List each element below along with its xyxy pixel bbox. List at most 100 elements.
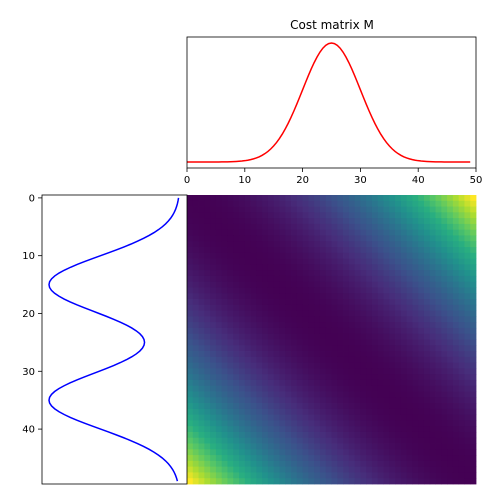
- heatmap-cell: [464, 414, 471, 421]
- heatmap-cell: [348, 252, 356, 259]
- heatmap-cell: [429, 374, 436, 381]
- heatmap-cell: [215, 414, 223, 421]
- heatmap-cell: [314, 351, 321, 358]
- heatmap-cell: [354, 270, 361, 277]
- heatmap-cell: [400, 431, 408, 439]
- heatmap-cell: [210, 397, 217, 404]
- heatmap-cell: [447, 223, 454, 231]
- heatmap-cell: [215, 351, 223, 358]
- heatmap-cell: [279, 322, 286, 329]
- heatmap-cell: [221, 304, 228, 311]
- heatmap-cell: [233, 218, 240, 225]
- heatmap-cell: [267, 426, 275, 433]
- heatmap-cell: [233, 316, 240, 323]
- heatmap-cell: [354, 264, 361, 271]
- heatmap-cell: [383, 304, 390, 311]
- heatmap-cell: [400, 270, 408, 277]
- heatmap-cell: [273, 322, 280, 329]
- chart-title: Cost matrix M: [290, 18, 374, 32]
- heatmap-cell: [337, 275, 344, 283]
- heatmap-cell: [470, 275, 477, 283]
- heatmap-cell: [239, 287, 246, 294]
- heatmap-cell: [406, 466, 413, 473]
- heatmap-cell: [314, 460, 321, 468]
- heatmap-cell: [204, 351, 211, 358]
- heatmap-cell: [343, 258, 350, 265]
- heatmap-cell: [366, 351, 373, 358]
- heatmap-cell: [198, 455, 205, 462]
- heatmap-cell: [360, 229, 367, 236]
- heatmap-cell: [192, 397, 199, 404]
- heatmap-cell: [354, 200, 361, 207]
- heatmap-cell: [366, 437, 373, 444]
- heatmap-cell: [360, 420, 367, 427]
- heatmap-cell: [383, 408, 390, 416]
- heatmap-cell: [262, 327, 269, 335]
- heatmap-cell: [418, 443, 425, 450]
- heatmap-cell: [464, 478, 471, 485]
- heatmap-cell: [325, 281, 332, 288]
- heatmap-cell: [215, 397, 223, 404]
- heatmap-cell: [215, 339, 223, 346]
- heatmap-cell: [447, 281, 454, 288]
- heatmap-cell: [383, 310, 390, 317]
- heatmap-cell: [279, 385, 286, 392]
- heatmap-cell: [302, 200, 309, 207]
- heatmap-cell: [423, 356, 431, 364]
- heatmap-cell: [314, 426, 321, 433]
- heatmap-cell: [337, 206, 344, 213]
- heatmap-cell: [210, 385, 217, 392]
- heatmap-cell: [441, 195, 448, 202]
- heatmap-cell: [389, 420, 396, 427]
- heatmap-cell: [452, 322, 460, 329]
- heatmap-cell: [383, 345, 390, 352]
- heatmap-cell: [250, 287, 257, 294]
- heatmap-cell: [291, 414, 298, 421]
- heatmap-cell: [233, 247, 240, 254]
- heatmap-cell: [412, 241, 419, 248]
- heatmap-cell: [308, 235, 315, 242]
- heatmap-cell: [314, 241, 321, 248]
- heatmap-cell: [429, 293, 436, 300]
- heatmap-cell: [273, 316, 280, 323]
- heatmap-cell: [470, 293, 477, 300]
- heatmap-cell: [464, 229, 471, 236]
- heatmap-cell: [285, 322, 292, 329]
- heatmap-cell: [348, 333, 356, 340]
- heatmap-cell: [343, 345, 350, 352]
- heatmap-cell: [366, 206, 373, 213]
- heatmap-cell: [423, 345, 431, 352]
- heatmap-cell: [371, 327, 379, 335]
- heatmap-cell: [239, 362, 246, 369]
- heatmap-cell: [239, 281, 246, 288]
- heatmap-cell: [250, 449, 257, 456]
- heatmap-cell: [267, 455, 275, 462]
- heatmap-cell: [348, 408, 356, 416]
- heatmap-cell: [395, 223, 402, 231]
- heatmap-cell: [319, 229, 327, 236]
- heatmap-cell: [302, 252, 309, 259]
- heatmap-cell: [221, 322, 228, 329]
- heatmap-cell: [204, 426, 211, 433]
- heatmap-cell: [447, 316, 454, 323]
- heatmap-cell: [423, 316, 431, 323]
- heatmap-cell: [204, 247, 211, 254]
- heatmap-cell: [302, 281, 309, 288]
- heatmap-cell: [296, 206, 303, 213]
- heatmap-cell: [233, 449, 240, 456]
- heatmap-cell: [441, 466, 448, 473]
- heatmap-cell: [296, 460, 303, 468]
- heatmap-cell: [441, 345, 448, 352]
- top-plot-frame: [186, 36, 477, 169]
- heatmap-cell: [366, 281, 373, 288]
- heatmap-cell: [325, 460, 332, 468]
- heatmap-cell: [244, 212, 251, 219]
- heatmap-cell: [331, 339, 338, 346]
- heatmap-cell: [412, 223, 419, 231]
- heatmap-cell: [366, 235, 373, 242]
- heatmap-cell: [325, 414, 332, 421]
- heatmap-cell: [400, 304, 408, 311]
- heatmap-cell: [366, 322, 373, 329]
- heatmap-cell: [331, 460, 338, 468]
- heatmap-cell: [371, 426, 379, 433]
